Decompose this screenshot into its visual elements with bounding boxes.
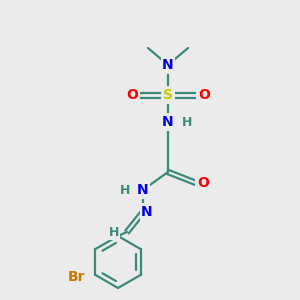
Text: N: N [162, 58, 174, 72]
Text: H: H [109, 226, 119, 238]
Text: S: S [163, 88, 173, 102]
Text: H: H [120, 184, 130, 196]
Text: O: O [197, 176, 209, 190]
Text: N: N [141, 205, 153, 219]
Text: N: N [137, 183, 149, 197]
Text: O: O [126, 88, 138, 102]
Text: O: O [198, 88, 210, 102]
Text: Br: Br [68, 270, 86, 284]
Text: H: H [182, 116, 192, 128]
Text: N: N [162, 115, 174, 129]
